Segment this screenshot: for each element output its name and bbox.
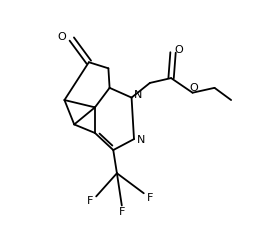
Text: F: F — [119, 207, 125, 216]
Text: N: N — [137, 135, 145, 145]
Text: O: O — [57, 32, 66, 41]
Text: N: N — [134, 90, 143, 100]
Text: F: F — [147, 193, 153, 203]
Text: F: F — [87, 196, 93, 206]
Text: O: O — [189, 83, 198, 93]
Text: O: O — [174, 45, 183, 55]
